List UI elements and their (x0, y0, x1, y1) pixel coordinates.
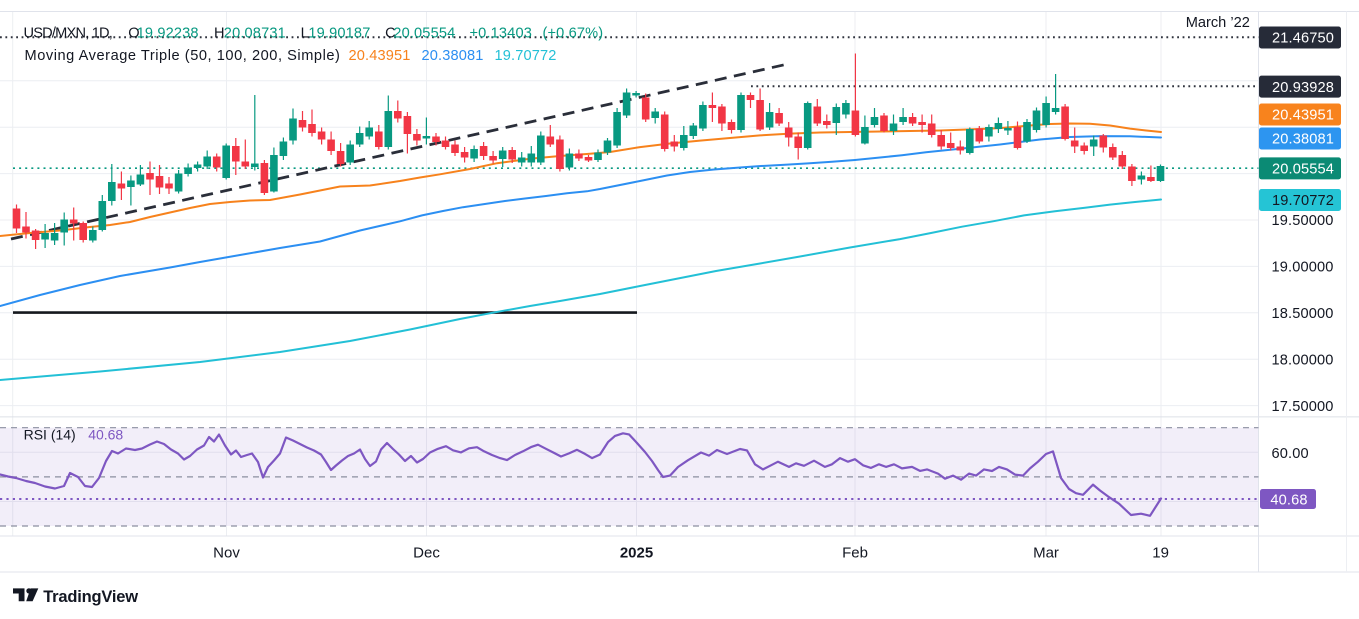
svg-text:C: C (385, 26, 396, 42)
svg-text:19.00000: 19.00000 (1272, 260, 1334, 276)
svg-text:18.00000: 18.00000 (1272, 352, 1334, 368)
svg-text:40.68: 40.68 (1270, 492, 1307, 508)
svg-text:20.08731: 20.08731 (224, 26, 286, 42)
svg-text:17.50000: 17.50000 (1272, 399, 1334, 415)
svg-text:20.38081: 20.38081 (422, 48, 484, 64)
svg-text:20.43951: 20.43951 (349, 48, 411, 64)
svg-text:H: H (214, 26, 225, 42)
svg-text:(+0.67%): (+0.67%) (543, 26, 604, 42)
svg-text:Nov: Nov (213, 545, 240, 562)
svg-text:O: O (128, 26, 139, 42)
svg-text:2025: 2025 (620, 545, 653, 562)
svg-text:19.92238: 19.92238 (137, 26, 199, 42)
svg-text:60.00: 60.00 (1272, 446, 1309, 462)
svg-text:Mar: Mar (1033, 545, 1059, 562)
svg-text:19: 19 (1152, 545, 1169, 562)
svg-text:19.70772: 19.70772 (1272, 193, 1334, 209)
svg-text:20.43951: 20.43951 (1272, 108, 1334, 124)
svg-text:Feb: Feb (842, 545, 868, 562)
svg-text:18.50000: 18.50000 (1272, 306, 1334, 322)
svg-text:TradingView: TradingView (43, 588, 138, 606)
svg-text:20.05554: 20.05554 (1272, 162, 1334, 178)
svg-text:USD/MXN, 1D,: USD/MXN, 1D, (24, 26, 113, 42)
svg-text:+0.13403: +0.13403 (470, 26, 532, 42)
svg-text:20.05554: 20.05554 (393, 26, 455, 42)
svg-text:21.46750: 21.46750 (1272, 31, 1334, 47)
svg-text:March ’22: March ’22 (1186, 15, 1250, 31)
svg-text:19.70772: 19.70772 (495, 48, 557, 64)
svg-text:20.93928: 20.93928 (1272, 80, 1334, 96)
svg-text:L: L (301, 26, 309, 42)
svg-text:19.50000: 19.50000 (1272, 213, 1334, 229)
svg-text:Moving Average Triple (50, 100: Moving Average Triple (50, 100, 200, Sim… (25, 48, 341, 64)
svg-text:Dec: Dec (413, 545, 440, 562)
svg-text:40.68: 40.68 (88, 427, 123, 443)
svg-text:20.38081: 20.38081 (1272, 132, 1334, 148)
svg-text:RSI (14): RSI (14) (24, 427, 76, 443)
svg-text:19.90187: 19.90187 (308, 26, 370, 42)
